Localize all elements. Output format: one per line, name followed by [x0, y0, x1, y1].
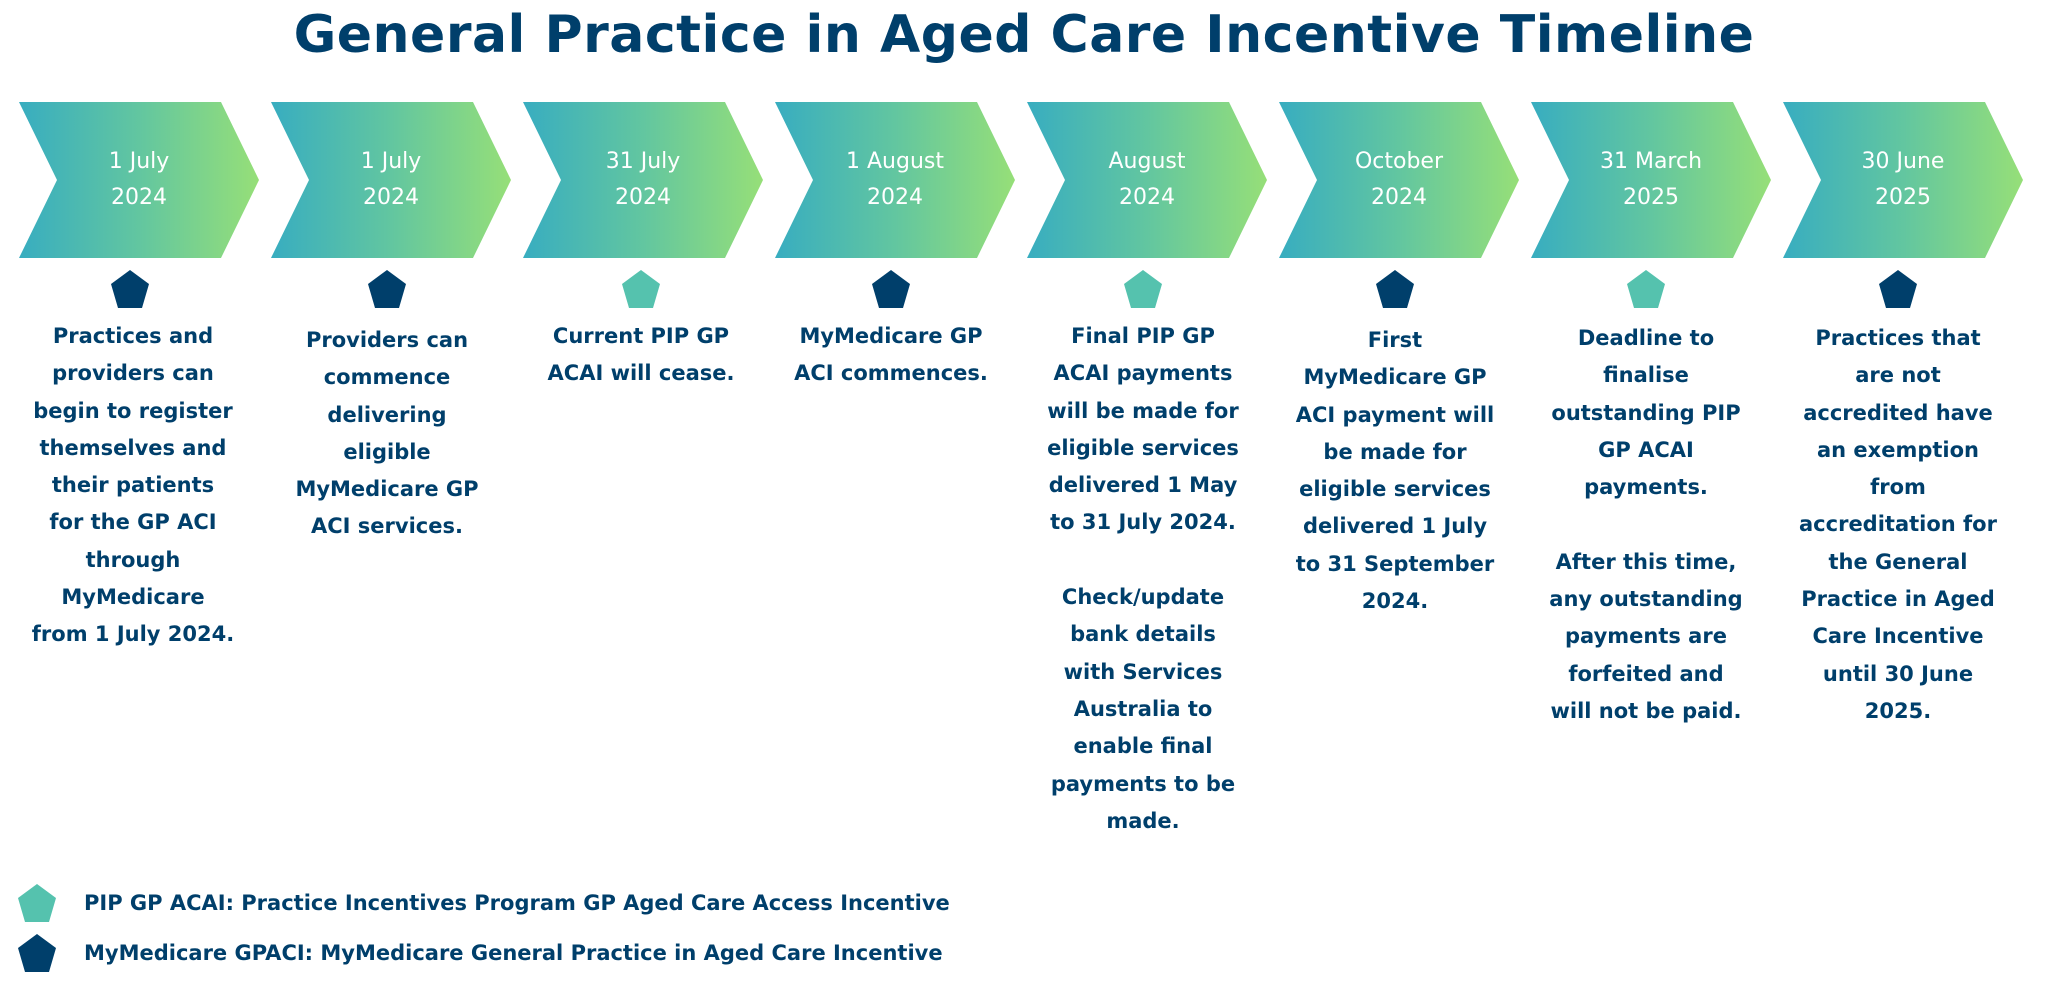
chevron-arrow-shape [1279, 102, 1519, 258]
pentagon-navy-icon [110, 269, 150, 309]
timeline-date-line2: 2025 [1875, 185, 1931, 210]
page-title: General Practice in Aged Care Incentive … [293, 5, 1755, 65]
legend-label: MyMedicare GPACI: MyMedicare General Pra… [84, 941, 943, 965]
timeline-date: 1 July 2024 [271, 102, 511, 258]
timeline-date-line1: August [1108, 149, 1186, 174]
chevron-arrow-shape [775, 102, 1015, 258]
timeline-chevron: 31 March 2025 [1531, 102, 1771, 258]
pentagon-mint-icon [1626, 269, 1666, 309]
pentagon-navy-icon [367, 269, 407, 309]
timeline-description: Practices that are not accredited have a… [1799, 326, 1997, 723]
timeline-date: October 2024 [1279, 102, 1519, 258]
chevron-arrow-shape [19, 102, 259, 258]
chevron-arrow-shape [1783, 102, 2023, 258]
timeline-date: 1 July 2024 [19, 102, 259, 258]
timeline-description: First MyMedicare GP ACI payment will be … [1295, 328, 1495, 614]
timeline-description: Current PIP GP ACAI will cease. [547, 324, 735, 386]
legend-item-mymedicare: MyMedicare GPACI: MyMedicare General Pra… [17, 928, 950, 978]
timeline-chevron: 1 July 2024 [271, 102, 511, 258]
pentagon-mint-icon [1123, 269, 1163, 309]
chevron-arrow-shape [1027, 102, 1267, 258]
timeline-chevron: 1 August 2024 [775, 102, 1015, 258]
timeline-date-line1: 31 March [1599, 149, 1703, 174]
chevron-arrow-shape [523, 102, 763, 258]
timeline-chevron: August 2024 [1027, 102, 1267, 258]
pentagon-mint-icon [621, 269, 661, 309]
timeline-chevron: October 2024 [1279, 102, 1519, 258]
timeline-date-line1: 1 July [360, 149, 422, 174]
timeline-date: 31 July 2024 [523, 102, 763, 258]
timeline-date-line1: 1 August [846, 149, 944, 174]
chevron-arrow-shape [1531, 102, 1771, 258]
pentagon-mint-icon [18, 884, 56, 922]
timeline-date: August 2024 [1027, 102, 1267, 258]
pentagon-navy-icon [1375, 269, 1415, 309]
timeline-date-line1: 30 June [1861, 149, 1945, 174]
timeline-description: Practices and providers can begin to reg… [31, 324, 235, 647]
timeline-chevron: 31 July 2024 [523, 102, 763, 258]
timeline-date-line2: 2024 [867, 185, 923, 210]
timeline-chevron-row: 1 July 2024 1 July 2024 31 July 2024 1 A… [0, 102, 2048, 258]
pentagon-navy-icon [871, 269, 911, 309]
timeline-date-line2: 2024 [363, 185, 419, 210]
timeline-chevron: 1 July 2024 [19, 102, 259, 258]
timeline-description: Final PIP GP ACAI payments will be made … [1047, 324, 1239, 833]
timeline-date-line1: 1 July [108, 149, 170, 174]
legend: PIP GP ACAI: Practice Incentives Program… [17, 878, 950, 978]
timeline-date-line2: 2024 [1371, 185, 1427, 210]
timeline-date-line2: 2025 [1623, 185, 1679, 210]
legend-item-pip: PIP GP ACAI: Practice Incentives Program… [17, 878, 950, 928]
timeline-chevron: 30 June 2025 [1783, 102, 2023, 258]
pentagon-navy-icon [1878, 269, 1918, 309]
chevron-arrow-shape [271, 102, 511, 258]
timeline-date: 31 March 2025 [1531, 102, 1771, 258]
timeline-description: Providers can commence delivering eligib… [295, 328, 479, 539]
timeline-date-line2: 2024 [615, 185, 671, 210]
legend-label: PIP GP ACAI: Practice Incentives Program… [84, 891, 950, 915]
timeline-description: Deadline to finalise outstanding PIP GP … [1549, 326, 1743, 723]
timeline-date-line2: 2024 [111, 185, 167, 210]
timeline-date: 30 June 2025 [1783, 102, 2023, 258]
timeline-date-line2: 2024 [1119, 185, 1175, 210]
pentagon-navy-icon [18, 934, 56, 972]
timeline-date-line1: 31 July [605, 149, 681, 174]
timeline-date-line1: October [1354, 149, 1444, 174]
timeline-date: 1 August 2024 [775, 102, 1015, 258]
timeline-description: MyMedicare GP ACI commences. [794, 324, 988, 386]
